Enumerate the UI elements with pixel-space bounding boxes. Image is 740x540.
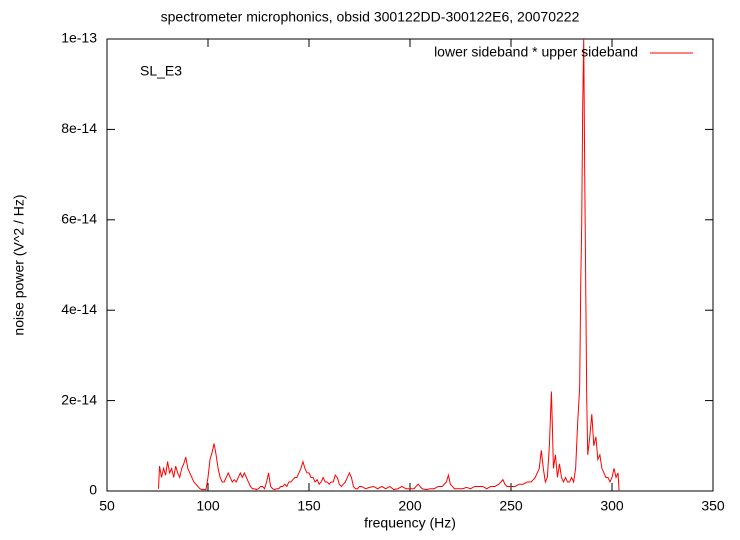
legend-label: lower sideband * upper sideband [434,44,638,60]
x-tick-label: 300 [600,498,624,514]
y-tick-label: 4e-14 [61,301,97,317]
x-tick-label: 150 [297,498,321,514]
plot-frame [106,38,714,492]
x-tick-label: 50 [99,498,115,514]
x-tick-label: 250 [499,498,523,514]
x-tick-label: 350 [701,498,725,514]
chart-title: spectrometer microphonics, obsid 300122D… [161,9,580,25]
y-tick-label: 6e-14 [61,211,97,227]
x-axis-label: frequency (Hz) [364,515,456,531]
annotation: SL_E3 [140,63,182,79]
y-tick-label: 2e-14 [61,391,97,407]
data-line [158,39,620,491]
y-tick-label: 0 [89,482,97,498]
x-tick-label: 100 [196,498,220,514]
y-tick-label: 1e-13 [61,30,97,46]
y-axis-label: noise power (V^2 / Hz) [11,194,27,335]
x-tick-label: 200 [398,498,422,514]
y-tick-label: 8e-14 [61,120,97,136]
